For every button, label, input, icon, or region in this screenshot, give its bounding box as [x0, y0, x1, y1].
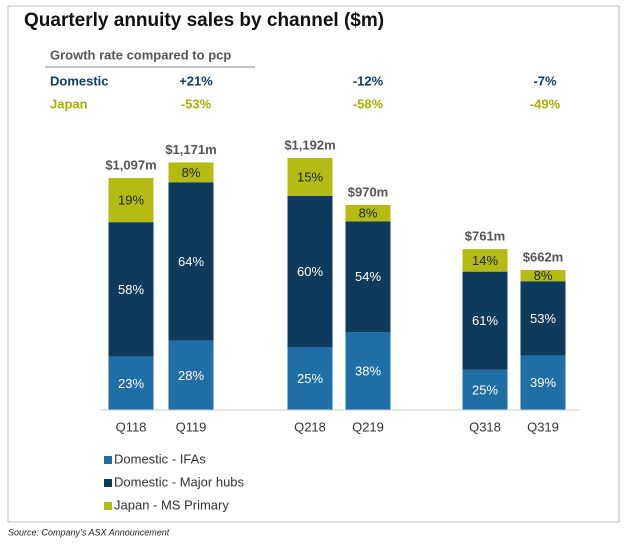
- growth-value: -49%: [530, 96, 561, 111]
- source: Source: Company’s ASX Announcement: [8, 527, 170, 537]
- total-label: $970m: [348, 184, 388, 199]
- total-label: $1,171m: [165, 142, 216, 157]
- value-label: 8%: [182, 165, 201, 180]
- bar-segment: [168, 340, 214, 410]
- bar-segment: [520, 281, 566, 356]
- growth-value: +21%: [179, 73, 213, 88]
- bar-segment: [345, 332, 391, 410]
- bar-segment: [345, 221, 391, 333]
- table-title: Growth rate compared to pcp: [50, 47, 231, 62]
- value-label: 15%: [297, 169, 323, 184]
- total-label: $1,192m: [284, 137, 335, 152]
- x-tick-label: Q319: [527, 419, 559, 434]
- x-tick-label: Q219: [352, 419, 384, 434]
- growth-value: -58%: [353, 96, 384, 111]
- bar-segment: [520, 355, 566, 410]
- value-label: 39%: [530, 375, 556, 390]
- growth-value: -12%: [353, 73, 384, 88]
- value-label: 61%: [472, 313, 498, 328]
- chart-title: Quarterly annuity sales by channel ($m): [24, 10, 384, 31]
- bar-segment: [108, 356, 154, 410]
- total-label: $761m: [465, 229, 505, 244]
- bar-segment: [168, 182, 214, 341]
- x-tick-label: Q218: [294, 419, 326, 434]
- value-label: 58%: [118, 282, 144, 297]
- row-label: Japan: [50, 96, 88, 111]
- legend-swatch: [104, 456, 112, 464]
- total-label: $662m: [523, 249, 563, 264]
- legend-label: Japan - MS Primary: [114, 497, 229, 512]
- value-label: 53%: [530, 311, 556, 326]
- bar-segment: [462, 271, 508, 370]
- value-label: 19%: [118, 193, 144, 208]
- bar-segment: [108, 178, 154, 223]
- total-label: $1,097m: [105, 158, 156, 173]
- frame: [7, 5, 620, 523]
- growth-value: -53%: [181, 96, 212, 111]
- legend-swatch: [104, 479, 112, 487]
- legend-swatch: [104, 502, 112, 510]
- bar-segment: [462, 249, 508, 272]
- bar-segment: [108, 222, 154, 357]
- value-label: 54%: [355, 269, 381, 284]
- bar-segment: [287, 158, 333, 196]
- value-label: 60%: [297, 264, 323, 279]
- value-label: 8%: [359, 206, 378, 221]
- value-label: 8%: [534, 268, 553, 283]
- bar-segment: [287, 195, 333, 347]
- bar-segment: [287, 347, 333, 410]
- value-label: 25%: [472, 382, 498, 397]
- value-label: 23%: [118, 376, 144, 391]
- value-label: 25%: [297, 371, 323, 386]
- bar-segment: [520, 270, 566, 282]
- x-tick-label: Q318: [469, 419, 501, 434]
- x-tick-label: Q118: [116, 419, 147, 434]
- bar-segment: [462, 369, 508, 410]
- legend-label: Domestic - IFAs: [114, 451, 206, 466]
- value-label: 64%: [178, 254, 204, 269]
- value-label: 38%: [355, 363, 381, 378]
- value-label: 28%: [178, 368, 204, 383]
- x-tick-label: Q119: [176, 419, 207, 434]
- row-label: Domestic: [50, 73, 109, 88]
- bar-segment: [345, 204, 391, 222]
- value-label: 14%: [472, 253, 498, 268]
- legend-label: Domestic - Major hubs: [114, 474, 245, 489]
- bar-segment: [168, 162, 214, 183]
- growth-value: -7%: [533, 73, 557, 88]
